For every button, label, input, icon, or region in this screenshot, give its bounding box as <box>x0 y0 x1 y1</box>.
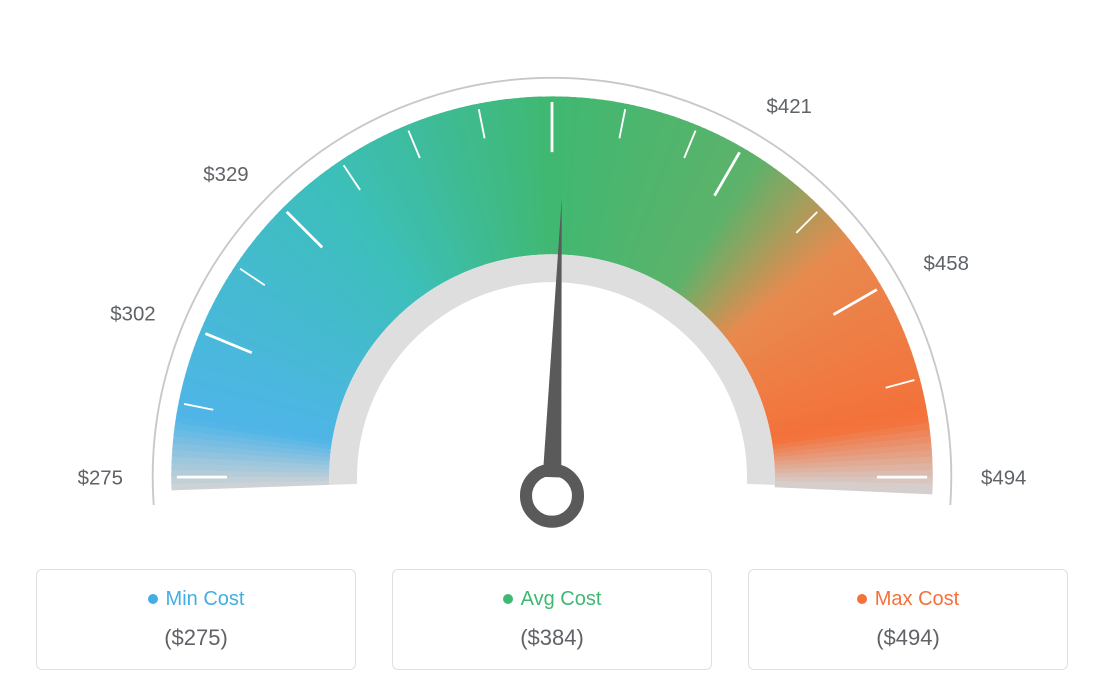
legend-box-avg-cost: Avg Cost ($384) <box>392 569 712 670</box>
gauge-tick-label: $275 <box>78 468 123 490</box>
legend-title-text: Min Cost <box>166 588 245 611</box>
legend-value: ($384) <box>403 625 701 651</box>
legend-box-max-cost: Max Cost ($494) <box>748 569 1068 670</box>
gauge-tick-label: $458 <box>924 253 969 275</box>
gauge-tick-label: $494 <box>981 468 1026 490</box>
legend-title: Min Cost <box>148 588 245 611</box>
legend-title: Max Cost <box>857 588 959 611</box>
gauge-tick-label: $302 <box>110 303 155 325</box>
gauge-needle-hub <box>526 470 578 522</box>
legend-title: Avg Cost <box>503 588 602 611</box>
legend-value: ($494) <box>759 625 1057 651</box>
legend-value: ($275) <box>47 625 345 651</box>
legend-dot-icon <box>148 594 158 604</box>
legend-title-text: Max Cost <box>875 588 959 611</box>
gauge-area: $275$302$329$384$421$458$494 <box>0 0 1104 570</box>
gauge-svg: $275$302$329$384$421$458$494 <box>72 50 1032 570</box>
cost-gauge-widget: $275$302$329$384$421$458$494 Min Cost($2… <box>0 0 1104 690</box>
legend-row: Min Cost ($275) Avg Cost ($384) Max Cost ($49… <box>0 569 1104 670</box>
legend-title-text: Avg Cost <box>521 588 602 611</box>
gauge-tick-label: $329 <box>203 164 248 186</box>
gauge-tick-label: $421 <box>767 96 812 118</box>
legend-dot-icon <box>503 594 513 604</box>
legend-dot-icon <box>857 594 867 604</box>
legend-box-min-cost: Min Cost ($275) <box>36 569 356 670</box>
